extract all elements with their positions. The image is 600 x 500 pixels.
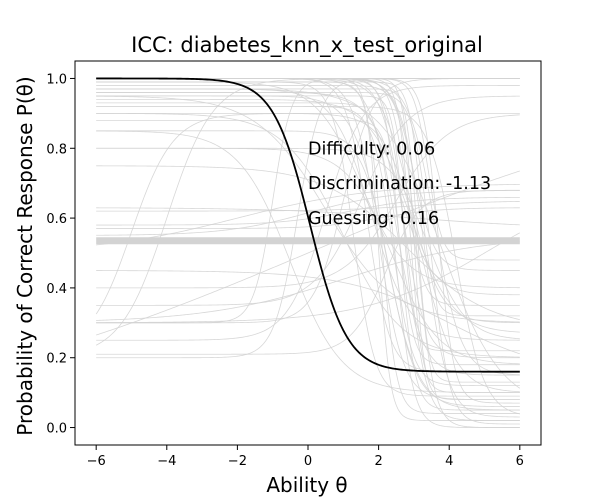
y-tick-label: 0.4 xyxy=(46,282,67,297)
background-item-curve xyxy=(96,130,520,407)
background-item-curve xyxy=(96,170,520,336)
x-tick-label: 6 xyxy=(516,454,524,469)
background-item-curve xyxy=(96,95,520,323)
background-item-curve xyxy=(96,207,520,226)
plot-area: −6 −4 −2 0 2 4 6 0.0 0.2 0.4 0.6 0.8 1.0 Difficulty: … xyxy=(46,60,542,469)
x-tick-label: −4 xyxy=(157,454,176,469)
background-item-curve xyxy=(96,207,520,229)
background-item-curve xyxy=(96,114,520,289)
x-tick-label: 2 xyxy=(374,454,382,469)
background-item-curve xyxy=(96,189,520,355)
background-item-curve xyxy=(95,78,520,346)
parameter-annotation: Difficulty: 0.06 xyxy=(308,139,435,159)
background-item-curve xyxy=(96,105,520,415)
background-item-curve xyxy=(96,119,520,366)
background-item-curve xyxy=(96,113,520,358)
y-tick-label: 0.6 xyxy=(46,212,67,227)
x-tick-label: −6 xyxy=(87,454,106,469)
curve-layer xyxy=(95,77,521,428)
background-item-curve xyxy=(96,88,520,383)
parameter-annotation: Guessing: 0.16 xyxy=(308,209,439,229)
highlight-item-curve xyxy=(96,77,520,373)
background-item-curve xyxy=(95,112,520,315)
background-item-curve xyxy=(96,102,520,428)
x-axis-label: Ability θ xyxy=(266,473,347,497)
background-item-curve xyxy=(96,183,520,246)
y-axis-label: Probability of Correct Response P(θ) xyxy=(13,76,37,435)
background-item-curve xyxy=(96,200,520,212)
background-item-curve xyxy=(96,270,520,355)
background-item-curve xyxy=(96,130,520,393)
background-item-curve xyxy=(96,92,520,296)
y-tick-label: 0.0 xyxy=(46,422,67,437)
parameter-annotation: Discrimination: -1.13 xyxy=(308,174,491,194)
background-item-curve xyxy=(96,95,520,306)
background-item-curve xyxy=(96,190,520,236)
background-item-curve xyxy=(96,85,520,341)
y-tick-label: 0.2 xyxy=(46,352,67,367)
x-tick-label: 4 xyxy=(445,454,453,469)
background-item-curve xyxy=(96,99,520,333)
background-item-curve xyxy=(96,147,520,365)
y-tick-label: 1.0 xyxy=(46,72,67,87)
background-item-curve xyxy=(96,232,521,324)
y-tick-label: 0.8 xyxy=(46,142,67,157)
x-tick-label: −2 xyxy=(228,454,247,469)
background-item-curve xyxy=(96,81,520,397)
chart-title: ICC: diabetes_knn_x_test_original xyxy=(131,33,483,58)
x-tick-label: 0 xyxy=(304,454,312,469)
